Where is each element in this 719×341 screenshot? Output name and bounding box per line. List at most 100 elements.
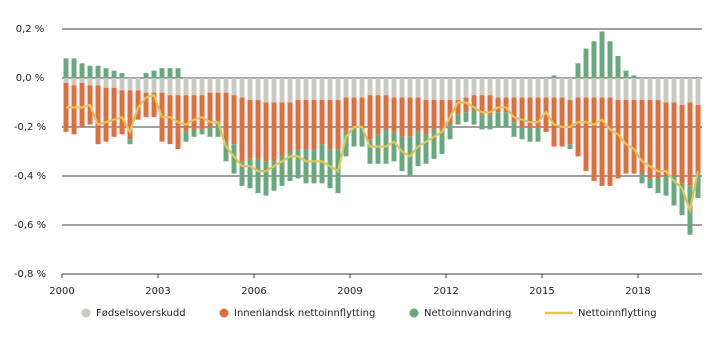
bar [119,90,125,135]
bar [215,92,221,123]
bar [111,87,117,137]
bar [79,82,85,127]
bar [351,127,357,147]
bar [463,97,469,113]
bar [687,102,693,186]
bar [551,78,557,98]
bar [655,178,661,194]
bar [335,100,341,150]
bar [175,78,181,96]
bar [487,114,493,130]
bar [279,102,285,157]
bar [495,97,501,113]
bar [431,100,437,130]
bar [159,78,165,93]
bar [687,78,693,103]
bar [463,112,469,123]
bar [191,95,197,130]
bar [103,68,109,78]
bar [239,78,245,98]
bar [327,100,333,150]
bar [615,100,621,179]
legend-label: Innenlandsk nettoinnflytting [234,308,375,319]
x-tick-label: 2006 [241,286,266,297]
bar [79,78,85,83]
bar [359,97,365,127]
bar [583,97,589,172]
bar [247,100,253,159]
bar [335,78,341,101]
bar [279,156,285,186]
bar [311,100,317,150]
bar [295,78,301,101]
bar [503,112,509,127]
bar [463,78,469,98]
bar [471,95,477,110]
bar [535,127,541,142]
bar [143,78,149,93]
bar [415,131,421,167]
bar [519,127,525,140]
bar [527,127,533,142]
bar [599,78,605,98]
bar [663,78,669,103]
bar [591,97,597,181]
bar [671,102,677,176]
bar [135,90,141,120]
bar [423,78,429,101]
bar [407,97,413,137]
x-tick-label: 2015 [529,286,554,297]
bar [647,178,653,189]
bar [71,78,77,86]
bar [247,158,253,189]
bar [343,131,349,157]
bar [119,73,125,78]
bar [567,100,573,145]
bar [383,95,389,130]
y-tick-label: -0,2 % [14,122,46,133]
bar [191,78,197,96]
bar [287,151,293,181]
bar [639,78,645,101]
bar [295,149,301,179]
bar [311,78,317,101]
bar [671,78,677,103]
bar [487,78,493,96]
bar [671,176,677,206]
bar [95,85,101,145]
bar [391,97,397,132]
bar [103,87,109,142]
bar [191,129,197,137]
bar [519,97,525,127]
bar [287,78,293,103]
bar [167,95,173,145]
bar [655,100,661,179]
bar [255,78,261,101]
bar [223,78,229,93]
bar [607,97,613,186]
bar [399,78,405,98]
bar [623,70,629,78]
bar [543,97,549,132]
bar [255,100,261,159]
bar [143,92,149,118]
bar [455,100,461,115]
bar [71,58,77,78]
legend-swatch [219,308,229,318]
bar [583,78,589,98]
bar [207,78,213,93]
bar [527,78,533,98]
bar [447,100,453,125]
bar [119,78,125,91]
bar [471,78,477,96]
bar [151,92,157,118]
bar [263,161,269,196]
bar [639,100,645,174]
bar [583,48,589,78]
bar [439,100,445,130]
bar [71,85,77,135]
bar [655,78,661,101]
bar [559,78,565,98]
bar [287,102,293,152]
bar [95,78,101,86]
